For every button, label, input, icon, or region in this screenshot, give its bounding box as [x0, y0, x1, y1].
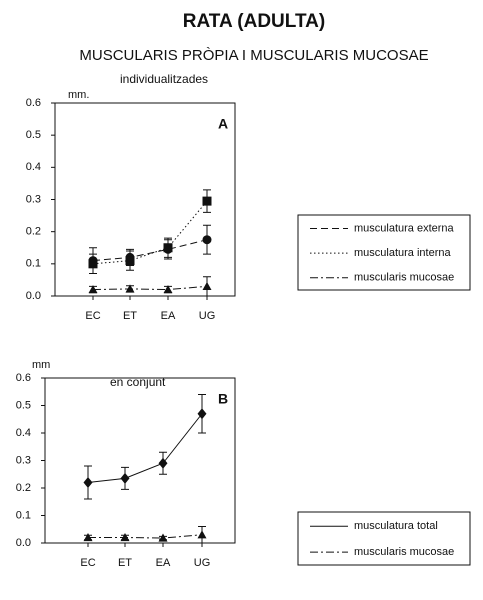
- marker: [158, 533, 168, 542]
- marker: [120, 472, 130, 484]
- legend-label: musculatura externa: [354, 222, 455, 234]
- marker: [83, 533, 93, 542]
- marker: [163, 285, 173, 294]
- y-tick-label: 0.1: [26, 258, 41, 270]
- x-tick-label: EA: [161, 310, 176, 322]
- legend-label: musculatura total: [354, 520, 438, 532]
- x-tick-label: EC: [80, 557, 95, 569]
- legend-label: muscularis mucosae: [354, 546, 454, 558]
- series-line: [88, 534, 203, 539]
- marker: [202, 196, 212, 206]
- series-line: [92, 200, 208, 265]
- marker: [163, 243, 173, 253]
- y-tick-label: 0.0: [16, 537, 31, 549]
- x-tick-label: EC: [85, 310, 100, 322]
- y-tick-label: 0.6: [16, 372, 31, 384]
- marker: [88, 259, 98, 269]
- legend-label: musculatura interna: [354, 247, 451, 259]
- chart-note: en conjunt: [110, 375, 166, 389]
- x-tick-label: ET: [118, 557, 132, 569]
- y-tick-label: 0.0: [26, 290, 41, 302]
- x-tick-label: UG: [199, 310, 216, 322]
- marker: [88, 285, 98, 294]
- marker: [202, 281, 212, 290]
- y-tick-label: 0.6: [26, 97, 41, 109]
- y-axis-label: mm: [32, 359, 50, 371]
- plot-frame: [44, 377, 236, 544]
- panel-label: B: [218, 391, 228, 407]
- marker: [197, 530, 207, 539]
- y-tick-label: 0.1: [16, 509, 31, 521]
- series-line: [87, 413, 203, 483]
- x-tick-label: UG: [194, 557, 211, 569]
- legend-label: muscularis mucosae: [354, 272, 454, 284]
- y-tick-label: 0.4: [26, 161, 41, 173]
- marker: [83, 477, 93, 488]
- page-title: RATA (ADULTA): [183, 11, 325, 32]
- marker: [125, 284, 135, 293]
- y-tick-label: 0.2: [16, 482, 31, 494]
- y-axis-label: mm.: [68, 89, 89, 101]
- y-tick-label: 0.4: [16, 427, 31, 439]
- legend-box: [297, 214, 471, 291]
- panel-label: A: [218, 116, 228, 132]
- marker: [120, 533, 130, 542]
- y-tick-label: 0.3: [26, 193, 41, 205]
- marker: [158, 457, 168, 469]
- x-tick-label: EA: [156, 557, 171, 569]
- x-tick-label: ET: [123, 310, 137, 322]
- marker: [125, 256, 135, 266]
- y-tick-label: 0.2: [26, 226, 41, 238]
- legend-box: [297, 511, 471, 566]
- marker: [202, 235, 212, 245]
- series-line: [92, 239, 208, 262]
- chart-note: individualitzades: [120, 72, 208, 86]
- y-tick-label: 0.5: [26, 129, 41, 141]
- page-subtitle: MUSCULARIS PRÒPIA I MUSCULARIS MUCOSAE: [79, 47, 428, 64]
- series-line: [92, 285, 208, 291]
- marker: [197, 408, 207, 420]
- y-tick-label: 0.3: [16, 454, 31, 466]
- y-tick-label: 0.5: [16, 399, 31, 411]
